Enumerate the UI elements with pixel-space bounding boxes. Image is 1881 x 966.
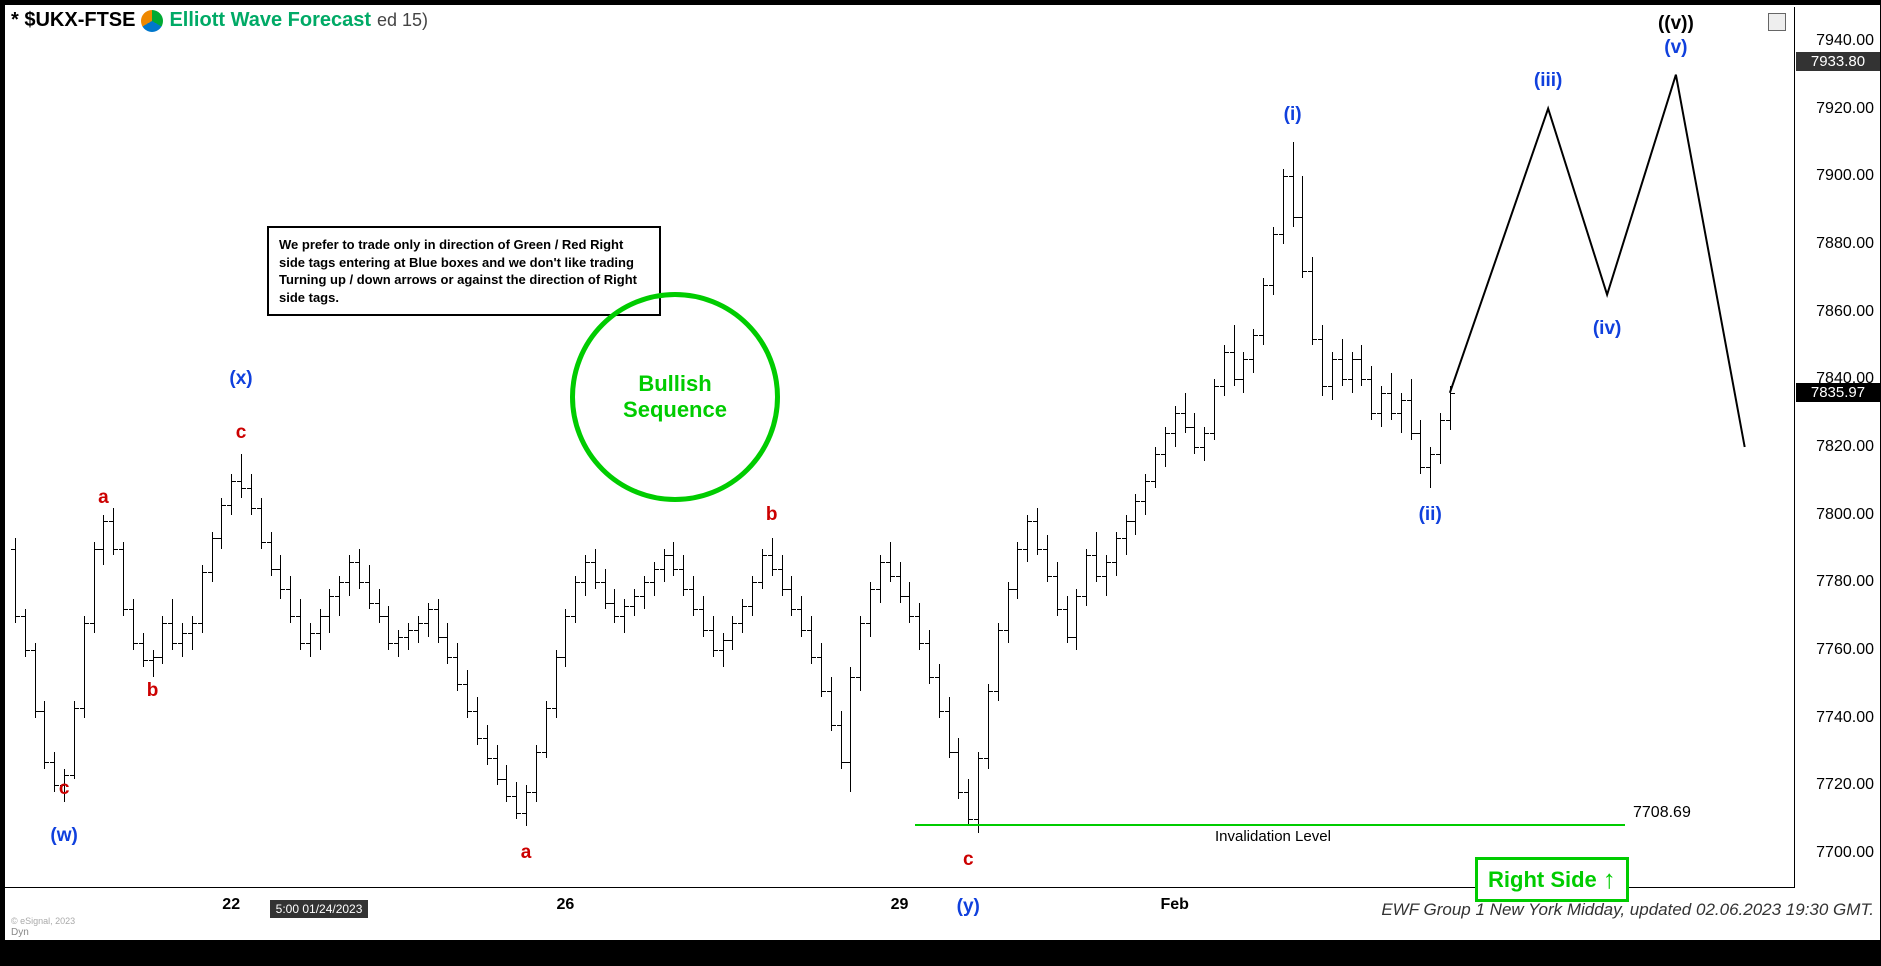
wave-label: a xyxy=(521,842,532,864)
interval-suffix: ed 15) xyxy=(377,10,428,31)
wave-label: (i) xyxy=(1284,104,1302,126)
wave-label: c xyxy=(236,422,247,444)
wave-label: (w) xyxy=(50,825,77,847)
wave-label: b xyxy=(766,504,778,526)
x-tick-label: 26 xyxy=(556,896,574,914)
invalidation-price: 7708.69 xyxy=(1633,804,1691,822)
x-tick-label: 29 xyxy=(891,896,909,914)
x-tick-label: 22 xyxy=(222,896,240,914)
wave-label: a xyxy=(98,487,109,509)
wave-label: ((iv)) xyxy=(948,944,989,966)
wave-label: (x) xyxy=(229,368,252,390)
chart-frame: Invalidation Level 7708.69 We prefer to tr… xyxy=(3,3,1881,942)
chart-area[interactable]: Invalidation Level 7708.69 We prefer to tr… xyxy=(5,7,1795,888)
x-tick-label: Feb xyxy=(1160,896,1188,914)
y-tick-label: 7820.00 xyxy=(1816,438,1874,456)
wave-label: c xyxy=(59,778,70,800)
price-tag: 7835.97 xyxy=(1796,383,1880,402)
wave-label: b xyxy=(147,680,159,702)
y-tick-label: 7760.00 xyxy=(1816,641,1874,659)
wave-label: c xyxy=(963,849,974,871)
ewf-logo-icon xyxy=(141,10,163,32)
y-tick-label: 7860.00 xyxy=(1816,303,1874,321)
bullish-sequence-circle: BullishSequence xyxy=(570,292,780,502)
y-tick-label: 7700.00 xyxy=(1816,844,1874,862)
y-tick-label: 7880.00 xyxy=(1816,235,1874,253)
y-tick-label: 7900.00 xyxy=(1816,167,1874,185)
trading-note-box: We prefer to trade only in direction of … xyxy=(267,226,661,316)
y-tick-label: 7740.00 xyxy=(1816,709,1874,727)
wave-label: 1 xyxy=(1671,0,1682,1)
y-tick-label: 7800.00 xyxy=(1816,506,1874,524)
date-tag: 5:00 01/24/2023 xyxy=(270,900,369,918)
price-tag: 7933.80 xyxy=(1796,52,1880,71)
wave-label: (ii) xyxy=(1419,504,1442,526)
y-tick-label: 7780.00 xyxy=(1816,573,1874,591)
wave-label: (iv) xyxy=(1593,318,1622,340)
y-tick-label: 7940.00 xyxy=(1816,32,1874,50)
esignal-copyright: © eSignal, 2023 xyxy=(11,916,75,926)
wave-label: (iii) xyxy=(1534,70,1563,92)
dyn-label: Dyn xyxy=(11,927,29,938)
brand-label: Elliott Wave Forecast xyxy=(169,9,371,32)
update-timestamp: EWF Group 1 New York Midday, updated 02.… xyxy=(1381,900,1874,920)
y-tick-label: 7720.00 xyxy=(1816,776,1874,794)
invalidation-label: Invalidation Level xyxy=(1215,828,1331,845)
invalidation-line xyxy=(915,824,1625,826)
symbol-label: * $UKX-FTSE xyxy=(11,9,135,32)
wave-label: ((v)) xyxy=(1658,13,1694,35)
y-axis: 7700.00 7720.00 7740.00 7760.00 7780.00 7800.… xyxy=(1796,7,1880,887)
chart-header: * $UKX-FTSE Elliott Wave Forecast ed 15) xyxy=(11,9,428,32)
wave-label: (v) xyxy=(1664,37,1687,59)
y-tick-label: 7920.00 xyxy=(1816,100,1874,118)
maximize-icon[interactable] xyxy=(1768,13,1786,31)
